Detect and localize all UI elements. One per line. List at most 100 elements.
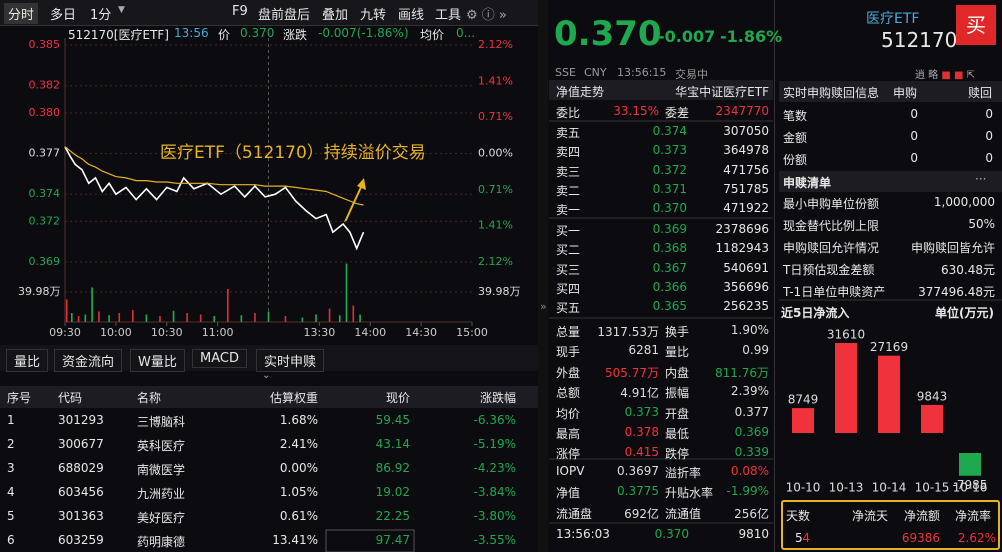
order-label: 买四 (556, 281, 581, 296)
volume-tick-label: 39.98万 (18, 285, 61, 298)
list-value: 630.48元 (941, 263, 995, 277)
y-tick-label: 0.385 (29, 38, 61, 51)
stat-value: 0.415 (624, 445, 659, 460)
section-header-bg (779, 171, 1002, 192)
order-label: 买三 (556, 262, 581, 277)
quote-header-change-label: 涨跌 (283, 28, 308, 42)
table-cell: 97.47 (375, 533, 410, 547)
net-inflow-bar (959, 453, 981, 476)
order-volume: 256235 (723, 299, 769, 314)
summary-header: 净流率 (955, 509, 992, 523)
toolbar (0, 0, 538, 26)
toolbar-tab[interactable]: 多日 (50, 8, 77, 23)
volume-bar (70, 313, 73, 322)
quote-header-price-label: 价 (218, 28, 231, 42)
market-status: 13:56:15 (617, 66, 667, 79)
x-tick-label: 10-14 (872, 481, 907, 495)
volume-bar (159, 316, 161, 322)
net-inflow-bar (921, 404, 943, 433)
stat-value: -1.99% (726, 484, 769, 499)
volume-bar (254, 313, 256, 322)
list-label: 申购赎回允许情况 (783, 241, 880, 255)
stat-label: IOPV (556, 464, 585, 478)
toolbar-tab[interactable]: 工具 (435, 8, 462, 23)
price-change: -0.007 (658, 27, 716, 46)
toolbar-tab[interactable]: 九转 (360, 8, 387, 23)
x-tick-label: 09:30 (49, 326, 81, 339)
volume-bar (240, 315, 243, 322)
row-label: 笔数 (783, 109, 808, 123)
table-cell: 1.05% (279, 485, 318, 499)
toolbar-tab[interactable]: 1分 (90, 8, 112, 23)
table-cell: 6 (7, 533, 15, 547)
toolbar-icons[interactable]: ⚙ ⓘ » (466, 8, 507, 23)
stat-value: 505.77万 (605, 365, 659, 380)
table-cell: -6.36% (473, 413, 516, 427)
stat-value: 0.378 (624, 425, 659, 439)
price-line (64, 146, 365, 251)
bottom-tab[interactable]: W量比 (130, 349, 185, 372)
stat-label: 流通值 (665, 506, 702, 521)
stat-label: 升贴水率 (665, 486, 714, 501)
order-price: 0.365 (652, 299, 687, 314)
list-label: T-1日单位申赎资产 (783, 285, 886, 299)
table-header: 序号 (7, 391, 32, 405)
net-inflow-bar (792, 408, 814, 433)
y-tick-label: 0.380 (29, 106, 61, 119)
stat-value: 0.08% (730, 464, 769, 478)
toolbar-tab[interactable]: 分时 (4, 3, 39, 24)
order-volume: 356696 (723, 279, 769, 294)
bottom-tab[interactable]: MACD (192, 349, 247, 368)
chart-unit: 单位(万元) (935, 306, 994, 320)
volume-bar (172, 310, 175, 322)
x-tick-label: 10:00 (100, 326, 132, 339)
x-tick-label: 15:00 (456, 326, 488, 339)
table-cell: 英科医疗 (137, 439, 186, 453)
y2-tick-label: 0.71% (478, 183, 513, 196)
row-value: 0 (985, 129, 993, 143)
table-cell: 4 (7, 485, 15, 499)
list-value: 1,000,000 (933, 195, 995, 209)
annotation-arrow (344, 184, 363, 223)
toolbar-tab[interactable]: 盘前盘后 (258, 8, 311, 23)
list-label: 最小申购单位份额 (783, 197, 880, 211)
order-label: 买二 (556, 243, 581, 258)
stat-label: 总额 (556, 386, 581, 401)
volume-bar (98, 311, 100, 322)
toolbar-tab[interactable]: 画线 (398, 8, 425, 23)
y2-tick-label: 1.41% (478, 74, 513, 87)
order-volume: 2378696 (715, 222, 769, 236)
stat-value: 1317.53万 (597, 325, 659, 339)
bar-value-label: -7985 (953, 478, 988, 492)
summary-value: 69386 (901, 531, 940, 545)
bid-diff-label: 委差 (665, 106, 690, 120)
status-icons[interactable]: 逍 略 ■ ■ ⇱ (915, 70, 975, 81)
volume-bar (118, 313, 121, 322)
more-dots: ··· (975, 172, 987, 186)
list-label: T日预估现金差额 (783, 263, 875, 277)
bottom-tab[interactable]: 资金流向 (54, 349, 123, 372)
fund-code: 512170 (881, 28, 958, 52)
toolbar-tab[interactable]: 叠加 (322, 8, 349, 23)
stat-label: 量比 (665, 345, 690, 360)
table-cell: 22.25 (375, 509, 410, 523)
stat-value: 0.99 (742, 343, 769, 358)
x-tick-label: 14:30 (405, 326, 437, 339)
table-header-bg (0, 386, 538, 408)
nav-row-bg (549, 80, 773, 100)
quote-header-price: 0.370 (240, 26, 275, 40)
collapse-icon[interactable]: » (540, 300, 547, 313)
x-tick-label: 11:00 (202, 326, 234, 339)
nav-trend: 净值走势 (556, 85, 605, 99)
bottom-tab[interactable]: 实时申赎 (256, 349, 325, 372)
order-volume: 307050 (723, 124, 769, 138)
row-value: 0 (985, 107, 993, 121)
buy-button[interactable]: 买 (956, 5, 996, 45)
bottom-tab[interactable]: 量比 (6, 349, 49, 372)
stat-label: 涨停 (556, 447, 581, 462)
volume-bar (186, 313, 188, 322)
table-header: 代码 (58, 391, 83, 405)
section-title: 实时申购赎回信息 (783, 86, 880, 100)
toolbar-tab[interactable]: F9 (232, 4, 248, 19)
table-cell: 药明康德 (137, 535, 186, 549)
